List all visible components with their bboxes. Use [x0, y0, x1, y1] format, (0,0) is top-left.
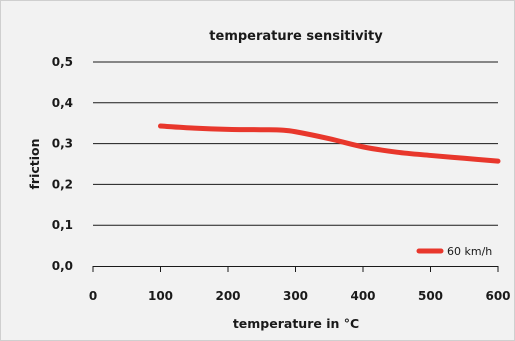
legend: 60 km/h: [416, 245, 492, 258]
x-tick-label: 0: [89, 289, 97, 303]
series-line-60kmh: [158, 123, 501, 164]
x-tick-label: 600: [485, 289, 510, 303]
chart-title: temperature sensitivity: [209, 29, 383, 44]
x-tick-label: 100: [148, 289, 173, 303]
y-axis-title: friction: [27, 138, 42, 189]
legend-label-60kmh: 60 km/h: [447, 245, 492, 258]
x-axis-title: temperature in °C: [233, 316, 359, 331]
x-tick-label: 500: [418, 289, 443, 303]
y-tick-label: 0,4: [52, 96, 73, 110]
x-tick-label: 300: [283, 289, 308, 303]
y-tick-label: 0,0: [52, 259, 73, 273]
x-tick-label: 200: [215, 289, 240, 303]
y-tick-label: 0,5: [52, 55, 73, 69]
y-tick-label: 0,1: [52, 218, 73, 232]
y-tick-label: 0,2: [52, 177, 73, 191]
y-tick-label: 0,3: [52, 137, 73, 151]
x-tick-label: 400: [350, 289, 375, 303]
